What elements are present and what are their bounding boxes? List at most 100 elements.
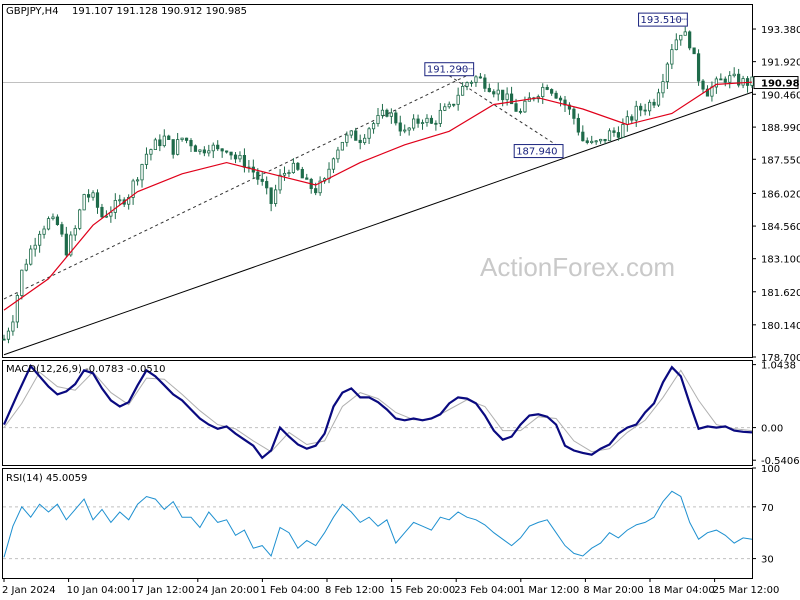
candle-body (162, 135, 166, 147)
candle-body (331, 158, 336, 170)
candle-body (340, 141, 344, 151)
macd-lines (2, 363, 753, 460)
candle-body (599, 138, 603, 142)
price-tick-label: 178.700 (761, 353, 800, 364)
time-tick-label: 2 Jan 2024 (2, 585, 56, 596)
candle-body (78, 209, 82, 229)
price-tick-label: 186.020 (761, 189, 800, 200)
time-tick-label: 8 Feb 12:00 (325, 585, 384, 596)
candle-body (661, 81, 665, 94)
candle-body (60, 224, 64, 235)
candle-body (550, 89, 554, 94)
price-tick-label: 183.100 (761, 255, 800, 266)
candle-body (487, 87, 491, 93)
candle-body (2, 338, 6, 341)
candle-body (113, 200, 117, 213)
candle-body (492, 91, 496, 95)
candle-body (425, 117, 429, 123)
candle-body (683, 31, 687, 36)
candle-body (135, 179, 140, 182)
panel-frame-macd (2, 360, 753, 466)
channel-dashed-line (3, 75, 468, 300)
current-price-label: 190.985 (761, 79, 800, 90)
candle-body (639, 105, 643, 111)
candle-body (238, 155, 242, 160)
candle-body (416, 118, 420, 124)
candle-body (594, 140, 598, 143)
candle-body (554, 92, 558, 99)
candle-body (474, 76, 478, 83)
candle-body (607, 130, 612, 142)
candle-body (153, 139, 157, 151)
candle-body (465, 82, 469, 87)
current-price-box (753, 76, 799, 90)
watermark: ActionForex.com (480, 252, 675, 282)
candle-body (256, 171, 260, 180)
candle-body (380, 109, 385, 116)
time-tick-label: 15 Feb 20:00 (390, 585, 456, 596)
annotation-text: 193.510 (641, 15, 682, 26)
candle-body (545, 86, 549, 90)
candle-body (296, 162, 300, 170)
candle-body (523, 100, 527, 113)
price-annotation: 191.290 (424, 62, 475, 77)
candle-body (750, 76, 754, 86)
price-panel: 193.510 191.290 187.940 GBPJPY,H4 191.107 … (2, 6, 800, 364)
rsi-line (3, 490, 753, 560)
candle-body (86, 194, 91, 198)
candle-body (51, 216, 55, 220)
rsi-tick-label: 100 (761, 464, 780, 475)
candle-body (443, 106, 447, 111)
time-tick-label: 23 Feb 04:00 (454, 585, 520, 596)
candle-body (456, 94, 460, 105)
price-tick-label: 180.140 (761, 321, 800, 332)
rsi-axis: 100 70 30 (752, 464, 780, 566)
candle-body (376, 115, 380, 125)
candle-body (118, 199, 122, 202)
rsi-panel: RSI(14) 45.0059 100 70 30 (3, 464, 780, 566)
candle-body (732, 73, 736, 77)
price-annotation: 193.510 (638, 12, 688, 27)
candle-body (371, 123, 376, 130)
price-tick-label: 193.380 (761, 25, 800, 36)
candle-body (144, 153, 149, 165)
candle-body (447, 103, 451, 108)
candle-body (314, 188, 318, 194)
candle-body (496, 89, 500, 95)
candle-body (211, 144, 215, 152)
candle-body (20, 269, 24, 296)
time-tick-label: 1 Feb 04:00 (260, 585, 319, 596)
candle-body (189, 140, 193, 147)
candle-body (407, 127, 411, 131)
candle-body (705, 88, 710, 97)
candle-body (514, 103, 518, 112)
candle-body (184, 137, 189, 141)
macd-tick-label: -0.5406 (761, 456, 800, 467)
candle-body (643, 109, 647, 112)
candle-body (278, 174, 282, 191)
price-tick-label: 190.460 (761, 90, 800, 101)
candle-body (460, 85, 465, 96)
panel-frame-rsi (2, 468, 753, 579)
candle-body (167, 135, 171, 140)
candle-body (696, 53, 701, 82)
symbol-label: GBPJPY,H4 (6, 6, 59, 17)
candle-body (55, 216, 60, 226)
macd-label: MACD(12,26,9) -0.0783 -0.0510 (6, 364, 166, 375)
candle-body (282, 172, 287, 176)
candle-body (64, 233, 68, 256)
candle-body (385, 109, 389, 117)
macd-panel: MACD(12,26,9) -0.0783 -0.0510 1.0438 0.00… (2, 361, 800, 467)
candle-body (131, 180, 135, 198)
candle-body (91, 192, 95, 198)
annotation-text: 187.940 (516, 147, 557, 158)
candle-body (389, 112, 393, 117)
time-tick-label: 17 Jan 12:00 (131, 585, 194, 596)
candle-body (518, 110, 523, 113)
time-tick-label: 8 Mar 20:00 (583, 585, 643, 596)
candle-body (505, 93, 509, 101)
candle-body (647, 101, 652, 112)
candle-body (291, 162, 296, 174)
candle-body (572, 108, 576, 119)
